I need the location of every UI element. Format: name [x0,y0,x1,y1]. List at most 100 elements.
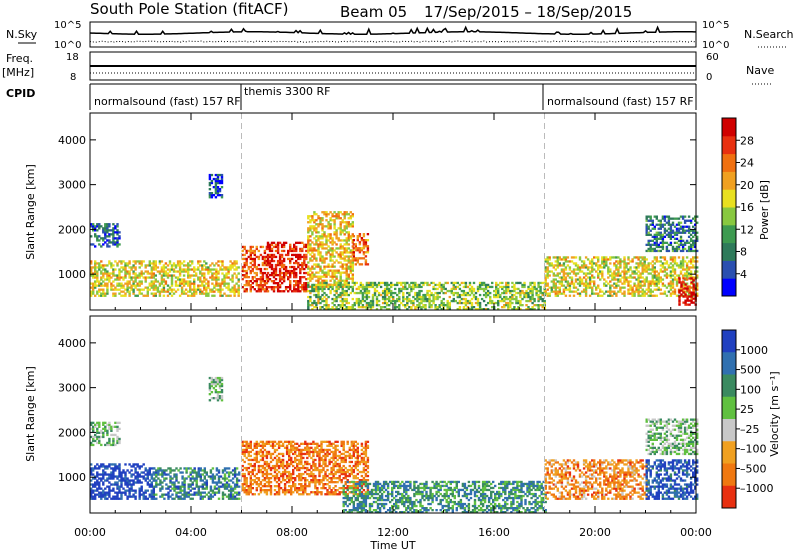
colorbar-swatch [722,189,736,207]
echo-cell [386,292,388,294]
echo-cell [246,258,248,260]
echo-cell [106,243,108,245]
echo-cell [252,282,254,284]
echo-cell [650,262,652,264]
echo-cell [648,242,650,244]
echo-cell [309,235,311,237]
echo-cell [489,296,491,298]
echo-cell [283,244,285,246]
echo-cell [453,298,455,300]
echo-cell [352,270,354,272]
echo-cell [233,295,235,297]
echo-cell [116,436,118,438]
echo-cell [185,270,187,272]
echo-cell [207,272,209,274]
echo-cell [340,274,342,276]
echo-cell [613,262,615,264]
echo-cell [356,282,358,284]
echo-cell [447,290,449,292]
echo-cell [147,295,149,297]
echo-cell [94,270,96,272]
echo-cell [627,262,629,264]
echo-cell [210,488,212,490]
echo-cell [244,487,246,489]
echo-cell [118,268,120,270]
echo-cell [299,282,301,284]
echo-cell [485,296,487,298]
echo-cell [623,258,625,260]
echo-cell [218,469,220,471]
echo-cell [455,300,457,302]
echo-cell [246,481,248,483]
echo-cell [537,284,539,286]
echo-cell [315,290,317,292]
echo-cell [629,266,631,268]
echo-cell [553,266,555,268]
echo-cell [678,304,680,306]
echo-cell [124,276,126,278]
echo-cell [108,442,110,444]
echo-cell [159,295,161,297]
echo-cell [668,216,670,218]
echo-cell [114,289,116,291]
echo-cell [660,224,662,226]
echo-cell [221,395,223,397]
echo-cell [173,262,175,264]
echo-cell [295,280,297,282]
echo-cell [303,268,305,270]
echo-cell [196,492,198,494]
echo-cell [141,488,143,490]
echo-cell [192,483,194,485]
echo-cell [551,270,553,272]
echo-cell [96,428,98,430]
echo-cell [96,270,98,272]
echo-cell [338,215,340,217]
echo-cell [589,285,591,287]
echo-cell [344,257,346,259]
echo-cell [92,430,94,432]
echo-cell [315,263,317,265]
echo-cell [348,213,350,215]
echo-cell [124,463,126,465]
echo-cell [108,494,110,496]
echo-cell [676,280,678,282]
echo-cell [609,258,611,260]
echo-cell [219,190,221,192]
echo-cell [185,477,187,479]
echo-cell [311,217,313,219]
echo-cell [307,217,309,219]
echo-cell [209,393,211,395]
echo-cell [157,477,159,479]
echo-cell [335,276,337,278]
echo-cell [439,292,441,294]
echo-cell [447,306,449,308]
echo-cell [333,261,335,263]
echo-cell [155,293,157,295]
echo-cell [147,293,149,295]
echo-cell [650,289,652,291]
echo-cell [693,283,695,285]
echo-cell [112,438,114,440]
echo-cell [359,241,361,243]
echo-cell [591,289,593,291]
echo-cell [108,239,110,241]
echo-cell [92,289,94,291]
echo-cell [443,284,445,286]
echo-cell [660,256,662,258]
echo-cell [406,282,408,284]
echo-cell [595,289,597,291]
echo-cell [390,286,392,288]
echo-cell [106,430,108,432]
echo-cell [204,467,206,469]
nsky-strip: N.Sky 10^5 10^0 10^5 10^0 N.Search [6,20,794,51]
echo-cell [615,283,617,285]
echo-cell [459,288,461,290]
echo-cell [94,287,96,289]
echo-cell [120,481,122,483]
echo-cell [104,272,106,274]
echo-cell [221,399,223,401]
echo-cell [179,496,181,498]
echo-cell [487,302,489,304]
echo-cell [108,424,110,426]
echo-cell [615,293,617,295]
